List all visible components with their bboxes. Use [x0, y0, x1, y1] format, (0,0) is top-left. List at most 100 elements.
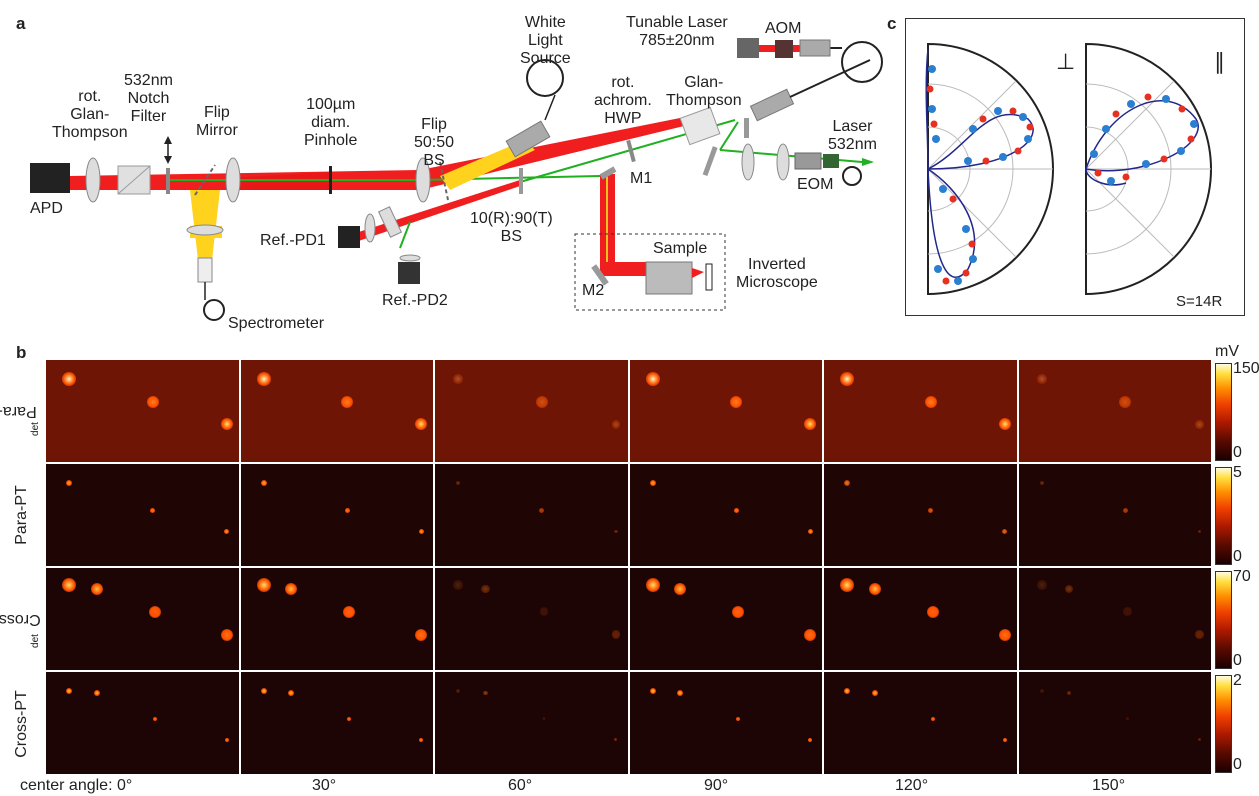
particle-spot — [732, 605, 745, 618]
particle-spot — [1119, 395, 1132, 408]
particle-spot — [614, 529, 618, 534]
row-label-para-pt: Para-PT — [13, 485, 31, 545]
particle-spot — [483, 690, 488, 695]
particle-spot — [804, 418, 817, 431]
polar-plots-box: ⊥ ∥ S=14R — [905, 18, 1245, 316]
angle-label-30: 30° — [312, 777, 337, 794]
label-bs1090: 10(R):90(T) BS — [470, 210, 553, 245]
particle-spot — [224, 529, 230, 535]
image-cell — [435, 672, 628, 774]
image-cell — [629, 672, 822, 774]
particle-spot — [649, 687, 656, 694]
colorbar-min-2: 0 — [1233, 652, 1242, 669]
particle-spot — [288, 689, 295, 696]
particle-spot — [1002, 529, 1008, 535]
particle-spot — [285, 582, 298, 595]
label-m2: M2 — [582, 282, 605, 299]
label-sample: Sample — [653, 240, 708, 257]
image-cell — [240, 360, 433, 462]
particle-spot — [677, 689, 684, 696]
microscope-box — [574, 233, 726, 311]
particle-spot — [674, 582, 687, 595]
unit-label: mV — [1215, 343, 1239, 360]
particle-spot — [419, 737, 424, 742]
label-laser532: Laser 532nm — [828, 118, 877, 153]
particle-spot — [66, 479, 73, 486]
particle-spot — [220, 418, 233, 431]
particle-spot — [611, 420, 621, 429]
particle-spot — [844, 687, 851, 694]
particle-spot — [736, 716, 741, 721]
label-hwp: rot. achrom. HWP — [594, 74, 652, 127]
colorbar-cross-pdet — [1215, 571, 1232, 669]
colorbar-min-1: 0 — [1233, 548, 1242, 565]
image-cell — [46, 672, 239, 774]
particle-spot — [1126, 717, 1129, 721]
label-glan2: Glan- Thompson — [666, 74, 742, 109]
particle-spot — [1123, 607, 1132, 616]
image-cell — [435, 568, 628, 670]
label-glan1: rot. Glan- Thompson — [52, 88, 128, 141]
particle-spot — [928, 508, 934, 514]
label-refpd1: Ref.-PD1 — [260, 232, 326, 249]
image-cell — [435, 464, 628, 566]
colorbar-para-pdet — [1215, 363, 1232, 461]
apd-detector — [30, 163, 70, 193]
particle-spot — [62, 371, 77, 386]
panel-c-label: c — [887, 14, 897, 33]
particle-spot — [1197, 738, 1201, 741]
particle-spot — [415, 628, 428, 641]
particle-spot — [343, 605, 356, 618]
colorbar-para-pt — [1215, 467, 1232, 565]
image-cell — [46, 464, 239, 566]
row-label-cross-pt: Cross-PT — [13, 690, 30, 758]
particle-spot — [539, 508, 545, 514]
label-pinhole: 100µm diam. Pinhole — [304, 96, 358, 149]
particle-spot — [804, 628, 817, 641]
particle-spot — [341, 395, 354, 408]
label-white-light: White Light Source — [520, 14, 571, 67]
label-flip-mirror: Flip Mirror — [196, 104, 238, 139]
particle-spot — [611, 630, 621, 639]
polar-plot-perp — [925, 42, 1054, 296]
glan-thompson-2 — [679, 106, 721, 146]
particle-spot — [535, 395, 548, 408]
particle-spot — [1064, 584, 1074, 593]
particle-spot — [807, 529, 813, 535]
row-label-cross-pdet: Cross-Pdet — [0, 611, 42, 648]
image-cell — [824, 464, 1017, 566]
particle-spot — [614, 738, 618, 741]
particle-spot — [418, 529, 424, 535]
label-refpd2: Ref.-PD2 — [382, 292, 448, 309]
colorbar-cross-pt — [1215, 675, 1232, 773]
label-aom: AOM — [765, 20, 802, 37]
particle-spot — [1036, 579, 1047, 590]
colorbar-max-2: 70 — [1233, 568, 1251, 585]
particle-spot — [90, 582, 103, 595]
particle-spot — [220, 628, 233, 641]
image-cell — [629, 568, 822, 670]
particle-spot — [453, 373, 464, 384]
image-cell — [824, 568, 1017, 670]
particle-spot — [415, 418, 428, 431]
particle-spot — [840, 577, 855, 592]
particle-spot — [926, 605, 939, 618]
particle-spot — [1039, 480, 1044, 485]
particle-spot — [260, 479, 267, 486]
image-cell — [240, 568, 433, 670]
particle-spot — [998, 418, 1011, 431]
particle-spot — [256, 577, 271, 592]
ref-beam — [340, 180, 520, 246]
label-apd: APD — [30, 200, 63, 217]
particle-spot — [260, 687, 267, 694]
colorbar-min-3: 0 — [1233, 756, 1242, 773]
particle-spot — [453, 579, 464, 590]
particle-spot — [93, 689, 100, 696]
particle-spot — [1066, 690, 1072, 695]
particle-spot — [645, 577, 660, 592]
particle-spot — [66, 687, 73, 694]
perp-symbol: ⊥ — [1056, 49, 1076, 74]
image-cell — [629, 464, 822, 566]
particle-spot — [844, 479, 851, 486]
particle-spot — [148, 605, 161, 618]
